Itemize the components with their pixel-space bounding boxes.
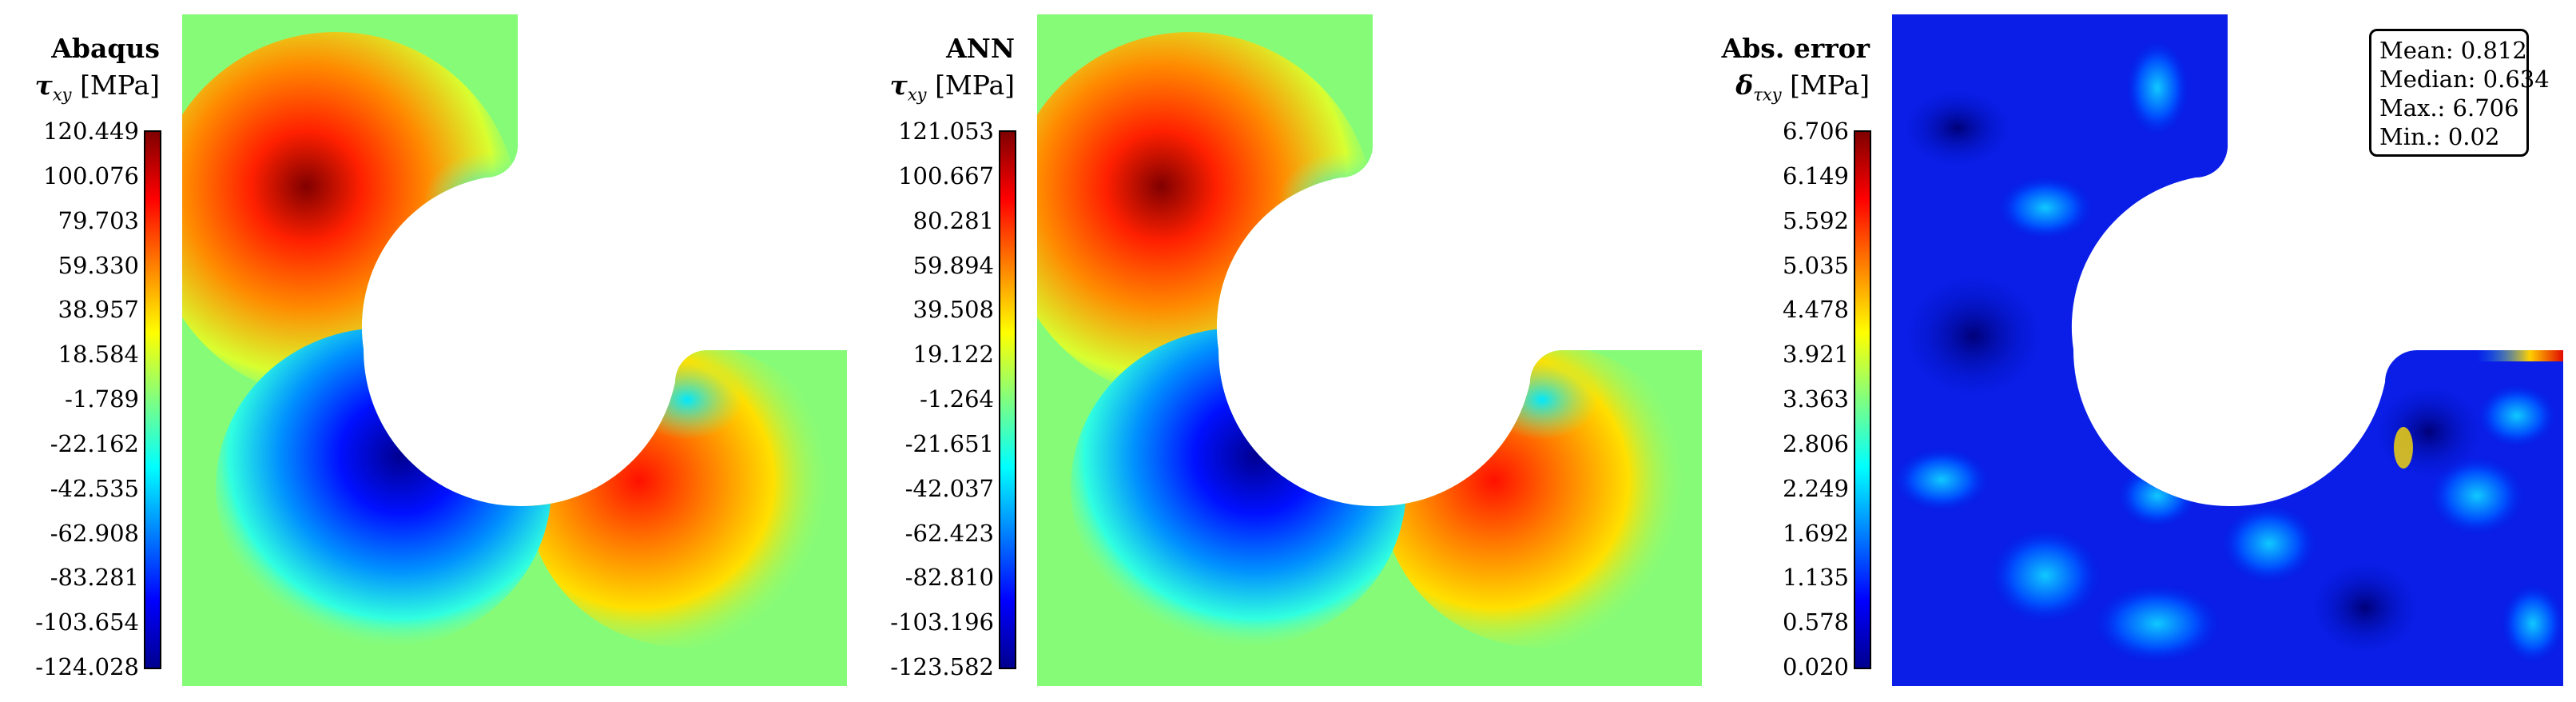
colorbar-tick-label: 59.330 [58,251,139,279]
colorbar-tick-label: 3.363 [1782,385,1849,413]
stat-max: Max.: 6.706 [2379,94,2519,122]
colorbar-tick-label: 0.578 [1782,608,1849,636]
colorbar-tick-label: -62.908 [50,519,139,547]
colorbar-tick-label: -124.028 [35,653,139,680]
quantity-subscript: xy [52,85,72,105]
colorbar-tick-label: 5.592 [1782,206,1849,234]
colorbar-tick-label: 19.122 [912,341,994,369]
colorbar-tick-label: -42.535 [50,474,139,502]
panel-title: ANN [946,33,1015,64]
panel-title: Abs. error [1721,33,1870,64]
colorbar-tick-label: 80.281 [912,206,994,234]
quantity-unit: [MPa] [1790,70,1870,101]
colorbar-tick-label: 1.135 [1782,564,1849,592]
stat-median: Median: 0.634 [2379,66,2550,93]
colorbar-tick-label: 5.035 [1782,251,1849,279]
panel-ann: ANN τxy [MPa] 121.053 100.667 80.281 59.894… [855,0,1702,702]
colorbar-tick-label: 4.478 [1782,296,1849,324]
panel-title: Abaqus [51,33,160,64]
colorbar-ticks: 121.053 100.667 80.281 59.894 39.508 19.122 -1… [855,0,997,702]
colorbar-tick-label: -42.037 [904,474,994,502]
colorbar-tick-label: -103.654 [35,608,139,636]
colorbar-tick-label: 59.894 [912,251,994,279]
quantity-subscript: τxy [1753,85,1782,105]
stat-mean: Mean: 0.812 [2379,37,2527,64]
colorbar-tick-label: -21.651 [904,429,994,457]
field-plot [182,14,847,686]
colorbar-tick-label: -22.162 [50,429,139,457]
quantity-symbol: τ [34,70,53,101]
colorbar-ticks: 120.449 100.076 79.703 59.330 38.957 18.584 -1… [0,0,142,702]
quantity-label: τxy [MPa] [890,72,1015,104]
colorbar-tick-label: -103.196 [890,608,994,636]
colorbar-tick-label: -83.281 [50,564,139,592]
colorbar [1854,130,1871,669]
colorbar-tick-label: 0.020 [1782,653,1849,680]
colorbar-tick-label: 39.508 [912,296,994,324]
colorbar-tick-label: 2.249 [1782,474,1849,502]
statistics-box: Mean: 0.812 Median: 0.634 Max.: 6.706 Mi… [2369,29,2550,157]
colorbar-tick-label: 79.703 [58,206,139,234]
colorbar-tick-label: 3.921 [1782,341,1849,369]
panel-abaqus: Abaqus τxy [MPa] 120.449 100.076 79.703 59.… [0,0,847,702]
quantity-symbol: δ [1735,70,1754,101]
quantity-symbol: τ [889,70,908,101]
colorbar-tick-label: 6.706 [1782,118,1849,145]
quantity-subscript: xy [907,85,927,105]
colorbar-tick-label: 18.584 [58,341,139,369]
stat-min: Min.: 0.02 [2379,123,2500,150]
colorbar-tick-label: 121.053 [898,118,994,145]
colorbar-tick-label: 1.692 [1782,519,1849,547]
colorbar-tick-label: 6.149 [1782,162,1849,189]
colorbar-tick-label: 2.806 [1782,429,1849,457]
colorbar-tick-label: -123.582 [890,653,994,680]
colorbar-tick-label: 100.076 [43,162,139,189]
colorbar-tick-label: 38.957 [58,296,139,324]
colorbar-tick-label: -1.789 [65,385,139,413]
colorbar-tick-label: -62.423 [904,519,994,547]
colorbar-ticks: 6.706 6.149 5.592 5.035 4.478 3.921 3.363 2.806… [1710,0,1852,702]
quantity-label: δτxy [MPa] [1735,72,1870,104]
quantity-label: τxy [MPa] [35,72,160,104]
quantity-unit: [MPa] [935,70,1015,101]
field-plot [1037,14,1702,686]
colorbar-tick-label: -1.264 [920,385,994,413]
colorbar-tick-label: 120.449 [43,118,139,145]
colorbar-tick-label: 100.667 [898,162,994,189]
colorbar [999,130,1016,669]
colorbar-tick-label: -82.810 [904,564,994,592]
colorbar [144,130,161,669]
quantity-unit: [MPa] [80,70,160,101]
